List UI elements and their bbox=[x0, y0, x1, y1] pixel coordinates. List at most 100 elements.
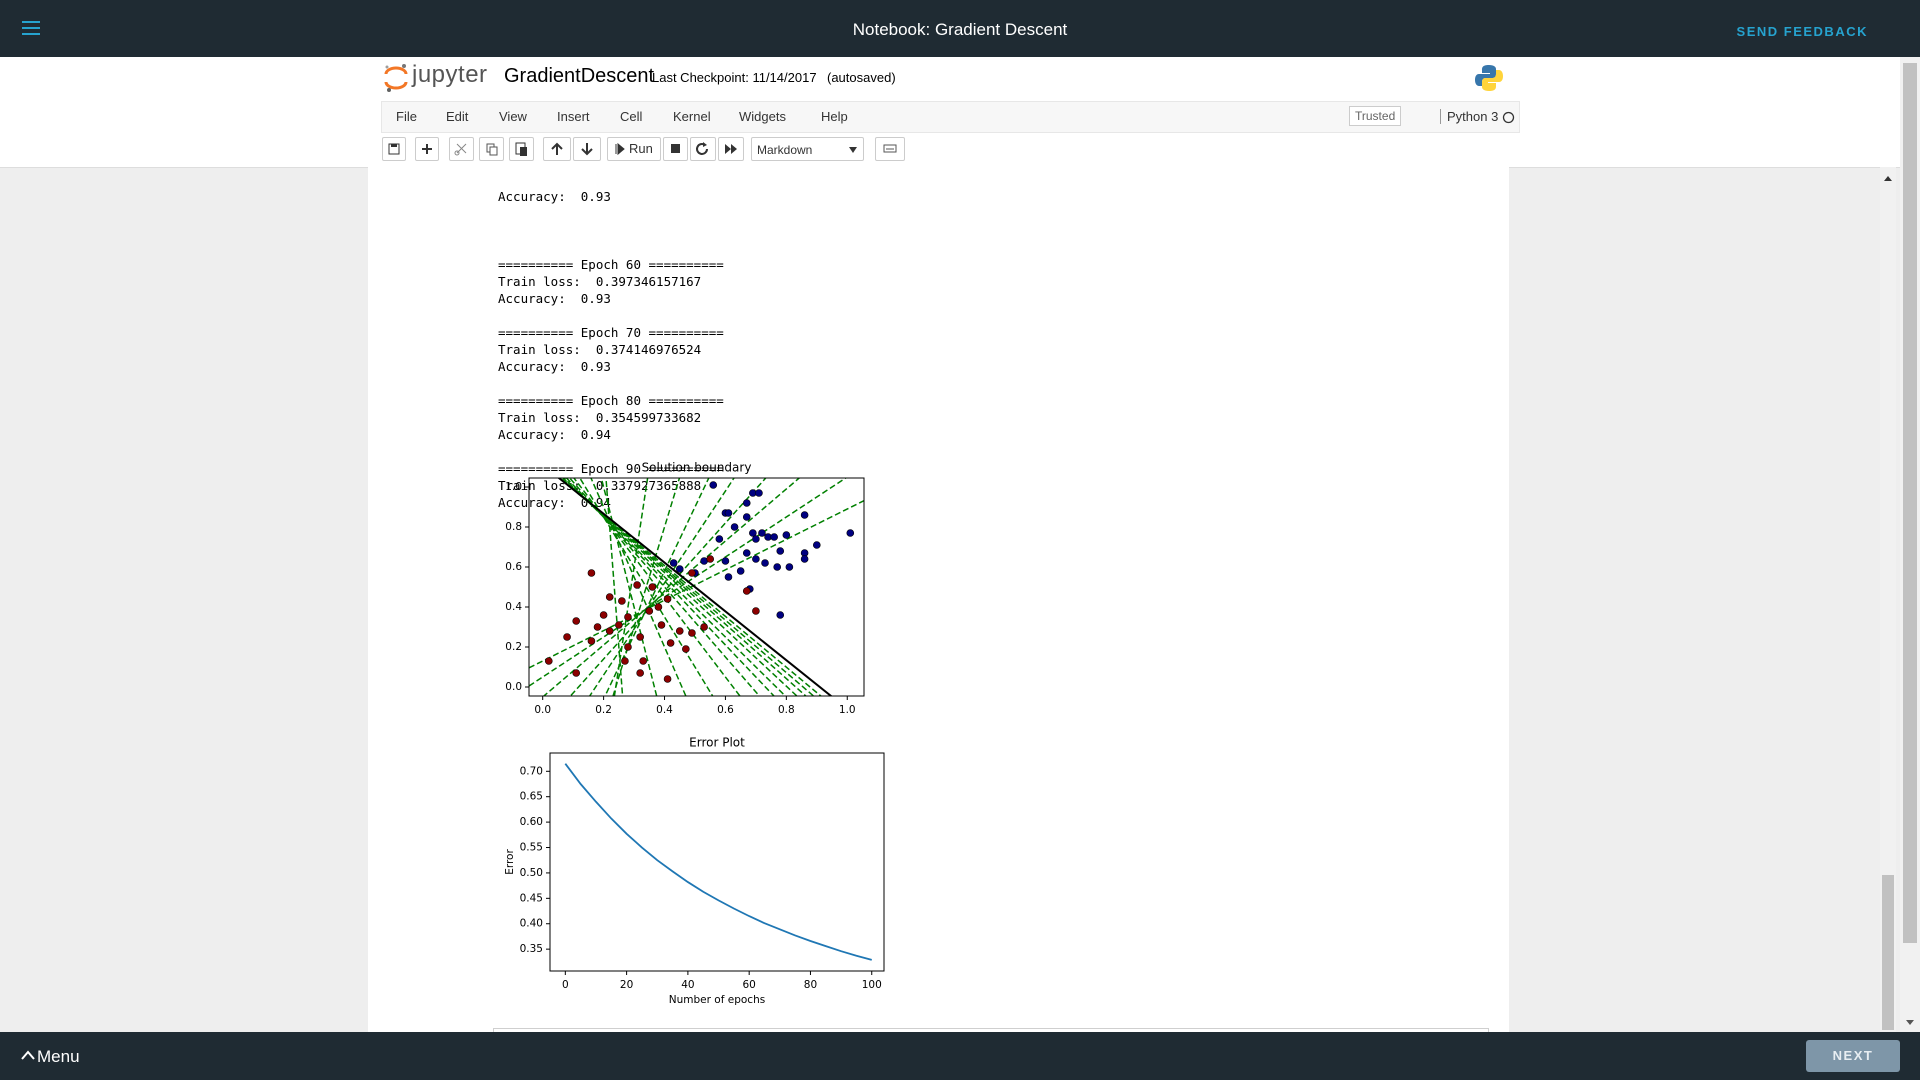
final-boundary-line bbox=[557, 478, 833, 696]
menu-item[interactable]: Kernel bbox=[673, 109, 711, 124]
boundary-line bbox=[572, 478, 741, 696]
data-point bbox=[752, 535, 760, 543]
output-line: ========== Epoch 90 ========== bbox=[498, 461, 724, 476]
x-tick-label: 1.0 bbox=[839, 704, 856, 716]
data-point bbox=[621, 657, 629, 665]
jupyter-header: jupyter GradientDescent Last Checkpoint:… bbox=[0, 57, 1920, 168]
data-point bbox=[800, 511, 809, 519]
stop-button[interactable] bbox=[663, 137, 688, 161]
bottom-menu[interactable]: Menu bbox=[37, 1047, 80, 1066]
error-line bbox=[564, 763, 872, 961]
output-line: ========== Epoch 80 ========== bbox=[498, 393, 724, 408]
boundary-line bbox=[542, 478, 801, 696]
cut-icon bbox=[454, 143, 467, 156]
inner-scrollbar[interactable] bbox=[1880, 167, 1896, 1032]
run-button[interactable]: Run bbox=[607, 137, 661, 161]
menu-item[interactable]: File bbox=[396, 109, 417, 124]
data-point bbox=[724, 573, 733, 581]
notebook-name[interactable]: GradientDescent bbox=[504, 65, 655, 87]
save-button[interactable] bbox=[382, 137, 406, 161]
insert-button[interactable] bbox=[415, 137, 439, 161]
menu-item[interactable]: Widgets bbox=[739, 109, 786, 124]
data-point bbox=[615, 621, 623, 629]
page-scrollbar-parts bbox=[1903, 63, 1917, 1025]
paste-button[interactable] bbox=[509, 137, 534, 161]
hamburger-icon[interactable] bbox=[22, 20, 40, 36]
restart-icon bbox=[696, 142, 708, 155]
x-tick-label: 0 bbox=[562, 979, 569, 991]
copy-button[interactable] bbox=[479, 137, 504, 161]
y-tick-label: 0.6 bbox=[505, 561, 522, 573]
y-tick-label: 0.45 bbox=[520, 892, 543, 904]
data-point bbox=[770, 533, 778, 541]
keyboard-button[interactable] bbox=[875, 137, 905, 161]
data-point bbox=[639, 657, 648, 665]
menu-item[interactable]: Cell bbox=[620, 109, 643, 124]
output-line: Accuracy: 0.93 bbox=[498, 189, 611, 204]
data-point bbox=[724, 509, 733, 517]
x-tick-label: 0.0 bbox=[534, 704, 551, 716]
boundary-line bbox=[613, 478, 649, 696]
data-point bbox=[563, 633, 571, 641]
y-tick-label: 0.40 bbox=[520, 918, 543, 930]
stop-icon bbox=[671, 144, 680, 153]
data-point bbox=[663, 675, 672, 683]
y-tick-label: 0.8 bbox=[505, 521, 522, 533]
restart-button[interactable] bbox=[690, 137, 716, 161]
kernel-name: Python 3 bbox=[1440, 109, 1498, 124]
page-scrollbar[interactable] bbox=[1900, 57, 1920, 1032]
axes-frame bbox=[528, 477, 865, 697]
x-tick-label: 20 bbox=[620, 979, 633, 991]
data-point bbox=[773, 563, 782, 571]
menu-item[interactable]: Help bbox=[821, 109, 848, 124]
data-point bbox=[782, 531, 791, 539]
menu-item[interactable]: Edit bbox=[446, 109, 469, 124]
data-point bbox=[776, 611, 785, 619]
trusted-badge[interactable]: Trusted bbox=[1349, 106, 1402, 126]
data-point bbox=[587, 637, 596, 645]
data-point bbox=[736, 567, 745, 575]
top-bar: Notebook: Gradient Descent SEND FEEDBACK bbox=[0, 0, 1920, 57]
plot-area bbox=[529, 478, 864, 696]
run-control: Run bbox=[615, 141, 653, 156]
checkpoint: Last Checkpoint: 11/14/2017 bbox=[652, 70, 817, 85]
keyboard-icon bbox=[883, 144, 897, 153]
data-point bbox=[846, 529, 855, 537]
data-point bbox=[544, 657, 553, 665]
data-point bbox=[755, 489, 763, 497]
jupyter-logo-icon bbox=[384, 64, 408, 92]
x-tick-label: 0.8 bbox=[778, 704, 795, 716]
y-tick-label: 0.4 bbox=[505, 601, 522, 613]
data-point bbox=[645, 607, 654, 615]
data-point bbox=[599, 611, 608, 619]
epoch-output: ========== Epoch 80 ========== Train loss… bbox=[498, 392, 724, 443]
cell-type-select[interactable]: Markdown bbox=[751, 137, 864, 161]
move-down-button[interactable] bbox=[573, 137, 601, 161]
run-all-button[interactable] bbox=[718, 137, 744, 161]
next-cell[interactable] bbox=[493, 1028, 1489, 1032]
data-point bbox=[593, 623, 602, 631]
menu-item[interactable]: View bbox=[499, 109, 527, 124]
epoch-output: ========== Epoch 70 ========== Train loss… bbox=[498, 324, 724, 375]
y-tick-label: 0.0 bbox=[505, 681, 522, 693]
menu-item[interactable]: Insert bbox=[557, 109, 590, 124]
kernel-status bbox=[1502, 111, 1515, 124]
data-point bbox=[761, 559, 769, 567]
copy-icon bbox=[486, 143, 498, 156]
output-line: Accuracy: 0.93 bbox=[498, 359, 611, 374]
move-up-button[interactable] bbox=[543, 137, 571, 161]
next-button[interactable]: NEXT bbox=[1806, 1040, 1900, 1072]
send-feedback[interactable]: SEND FEEDBACK bbox=[1736, 24, 1868, 39]
chart-title: Solution boundary bbox=[642, 461, 752, 475]
data-point bbox=[758, 529, 766, 537]
data-point bbox=[749, 529, 757, 537]
data-point bbox=[572, 617, 581, 625]
output-line: Accuracy: 0.94 bbox=[498, 427, 611, 442]
x-tick-label: 0.4 bbox=[656, 704, 673, 716]
x-tick-label: 80 bbox=[804, 979, 817, 991]
output-line: Train loss: 0.337927365888 bbox=[498, 478, 702, 493]
cut-button[interactable] bbox=[449, 137, 474, 161]
down-icon bbox=[581, 143, 593, 156]
data-point bbox=[636, 669, 644, 677]
